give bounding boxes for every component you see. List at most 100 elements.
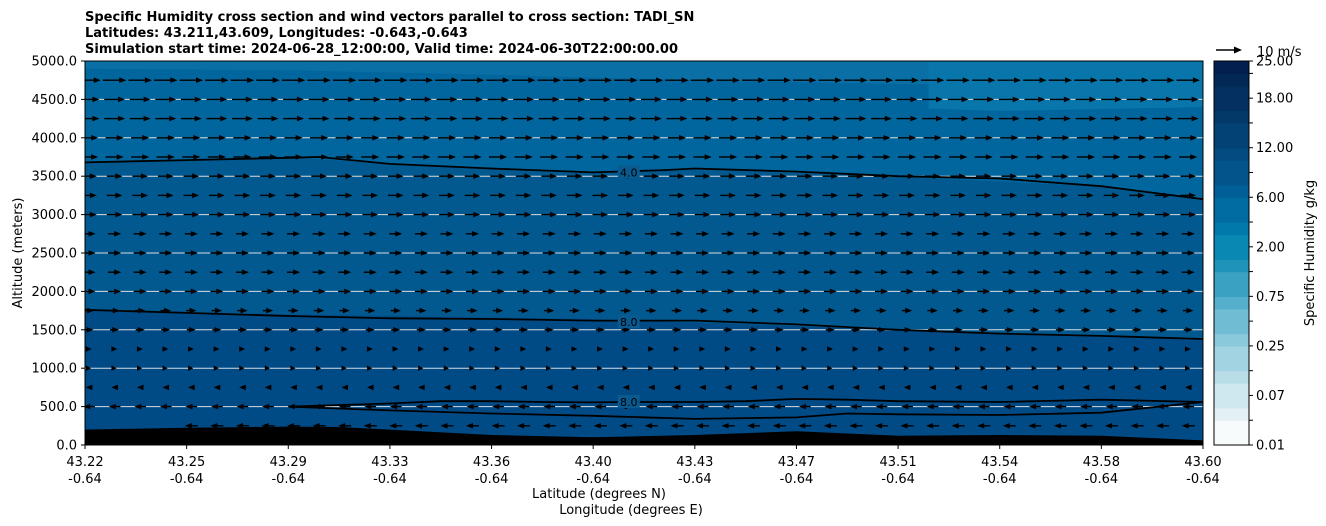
wind-vector-head xyxy=(294,192,302,199)
wind-vector-head xyxy=(984,211,992,218)
wind-vector-head xyxy=(674,327,682,333)
wind-vector xyxy=(1105,250,1119,256)
wind-vector-head xyxy=(475,115,483,122)
wind-vector xyxy=(670,288,684,295)
wind-vector xyxy=(264,365,270,371)
wind-vector xyxy=(670,423,684,429)
wind-vector xyxy=(619,231,633,237)
wind-vector-head xyxy=(85,346,92,352)
wind-vector xyxy=(1183,327,1193,333)
wind-vector xyxy=(235,269,249,275)
wind-vector xyxy=(565,154,584,160)
wind-vector xyxy=(85,250,96,256)
wind-vector xyxy=(336,211,353,218)
wind-vector xyxy=(213,365,219,371)
wind-vector-head xyxy=(1090,77,1098,83)
wind-vector xyxy=(622,384,630,391)
wind-vector xyxy=(1129,173,1145,179)
wind-vector-head xyxy=(85,384,93,391)
wind-vector-head xyxy=(317,307,325,314)
wind-vector-head xyxy=(190,231,198,237)
wind-key-label: 10 m/s xyxy=(1257,45,1302,60)
wind-vector xyxy=(413,173,430,179)
wind-vector-head xyxy=(594,403,602,410)
wind-vector xyxy=(643,173,660,179)
wind-vector xyxy=(771,192,788,199)
wind-vector xyxy=(750,384,757,391)
wind-vector-head xyxy=(780,173,788,179)
wind-vector-head xyxy=(545,365,552,371)
contour-label: 4.0 xyxy=(620,166,638,179)
wind-vector-head xyxy=(901,403,909,410)
wind-vector xyxy=(162,346,169,352)
wind-vector xyxy=(922,96,943,103)
wind-vector-head xyxy=(243,211,251,218)
wind-vector-head xyxy=(980,384,988,391)
wind-vector-head xyxy=(654,96,662,103)
wind-vector-head xyxy=(954,384,962,391)
wind-vector xyxy=(234,211,251,218)
wind-vector-head xyxy=(1059,288,1067,295)
wind-vector-head xyxy=(491,423,499,429)
wind-vector-head xyxy=(91,135,99,141)
wind-vector xyxy=(389,403,402,410)
wind-vector xyxy=(924,211,941,218)
wind-vector xyxy=(410,96,432,103)
wind-vector-head xyxy=(958,192,966,199)
wind-vector-head xyxy=(703,211,711,218)
wind-vector xyxy=(696,403,709,410)
x-tick-label-lon: -0.64 xyxy=(780,472,814,487)
wind-vector-head xyxy=(1082,384,1090,391)
wind-vector-head xyxy=(190,269,198,275)
wind-vector xyxy=(108,231,122,237)
colorbar-frame xyxy=(1213,60,1250,446)
wind-vector-head xyxy=(136,384,144,391)
wind-vector-head xyxy=(782,115,790,122)
wind-vector-head xyxy=(1186,307,1194,314)
wind-vector xyxy=(1153,154,1172,160)
wind-vector xyxy=(643,211,660,218)
wind-vector xyxy=(1006,365,1012,371)
title-line-3: Simulation start time: 2024-06-28_12:00:… xyxy=(85,42,678,57)
wind-vector-head xyxy=(450,115,458,122)
wind-vector-head xyxy=(93,77,101,83)
wind-vector-head xyxy=(905,307,913,314)
wind-vector-head xyxy=(981,307,989,314)
wind-vector-head xyxy=(808,115,816,122)
wind-vector xyxy=(182,135,201,141)
wind-vector xyxy=(618,211,634,218)
wind-vector xyxy=(621,327,631,333)
wind-vector-head xyxy=(676,269,684,275)
wind-vector xyxy=(665,77,689,83)
wind-vector-head xyxy=(424,96,432,103)
wind-vector-head xyxy=(139,288,147,295)
wind-vector xyxy=(519,327,529,333)
wind-vector-head xyxy=(835,77,843,83)
wind-vector xyxy=(388,211,404,218)
wind-vector xyxy=(1105,231,1119,237)
wind-vector-head xyxy=(108,403,116,410)
wind-vector-head xyxy=(619,423,627,429)
wind-vector-head xyxy=(750,346,757,352)
wind-vector-head xyxy=(523,269,531,275)
wind-vector xyxy=(1131,307,1143,314)
wind-vector-head xyxy=(1113,154,1121,160)
wind-vector-head xyxy=(194,96,202,103)
wind-vector-head xyxy=(447,211,455,218)
wind-vector xyxy=(184,423,198,429)
wind-vector xyxy=(388,192,404,199)
wind-vector-head xyxy=(778,231,786,237)
wind-vector xyxy=(392,384,400,391)
wind-vector-head xyxy=(1133,384,1141,391)
wind-vector xyxy=(568,423,582,429)
wind-vector xyxy=(616,154,635,160)
wind-vector xyxy=(670,269,684,275)
wind-vector-head xyxy=(903,365,909,371)
contour-label-bg xyxy=(617,315,640,329)
wind-vector-head xyxy=(650,250,658,256)
wind-vector-head xyxy=(1189,211,1197,218)
wind-vector xyxy=(720,211,736,218)
wind-vector xyxy=(1156,403,1169,410)
wind-vector xyxy=(213,384,221,391)
wind-vector-head xyxy=(218,135,226,141)
